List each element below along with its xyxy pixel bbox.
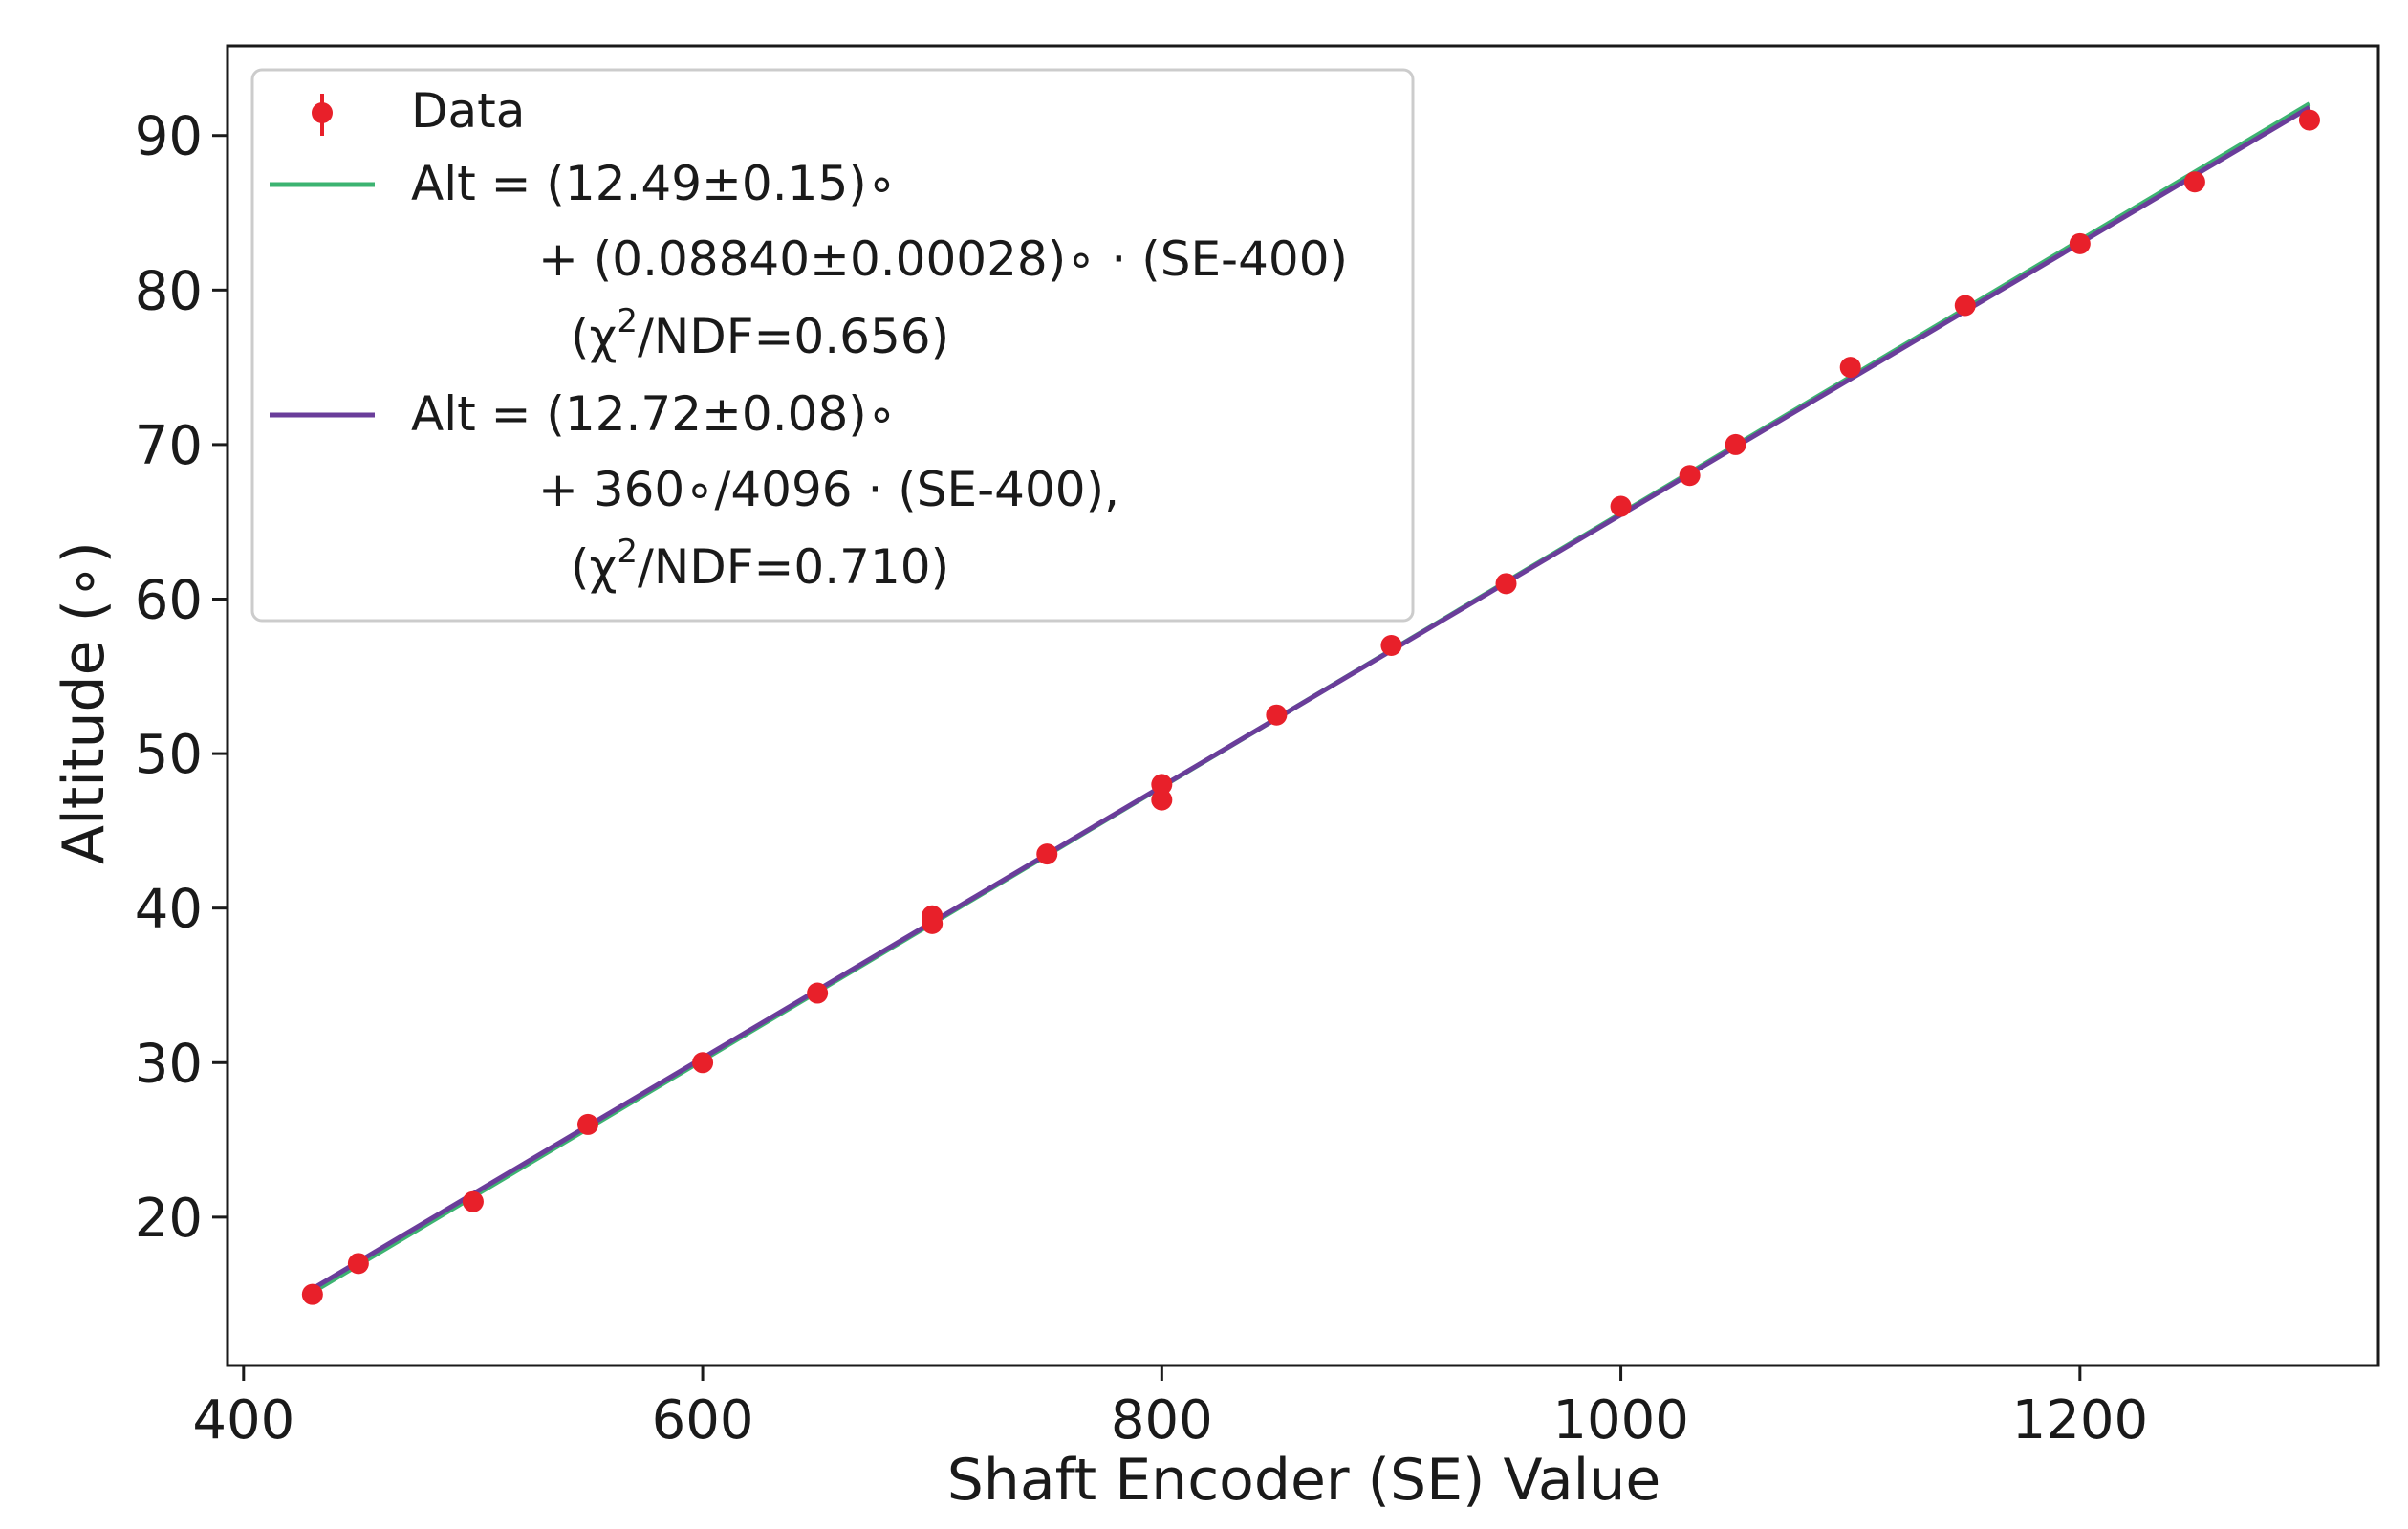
- legend-fit1-line2: + (0.08840±0.00028)∘ · (SE-400): [538, 231, 1348, 287]
- data-point: [1380, 634, 1402, 656]
- y-tick-label: 20: [135, 1188, 203, 1250]
- ndf-value: /NDF=0.656): [638, 309, 949, 364]
- y-tick-label: 60: [135, 570, 203, 632]
- legend: Data Alt = (12.49±0.15)∘ + (0.08840±0.00…: [250, 68, 1415, 623]
- y-tick-label: 80: [135, 260, 203, 322]
- x-tick-label: 600: [652, 1389, 754, 1452]
- x-tick-label: 400: [192, 1389, 294, 1452]
- data-point: [922, 905, 944, 927]
- data-point: [347, 1253, 369, 1275]
- y-tick-label: 50: [135, 724, 203, 786]
- y-tick-label: 40: [135, 879, 203, 941]
- data-point: [692, 1052, 714, 1074]
- data-point: [577, 1113, 599, 1135]
- legend-fit1-line1: Alt = (12.49±0.15)∘: [411, 156, 897, 211]
- legend-entry-fit1: Alt = (12.49±0.15)∘ + (0.08840±0.00028)∘…: [270, 156, 1348, 364]
- data-point: [1495, 573, 1517, 595]
- data-point: [2183, 171, 2205, 193]
- superscript-two: 2: [617, 302, 638, 340]
- legend-fit2-line3: (χ2/NDF=0.710): [571, 533, 949, 595]
- x-tick-label: 800: [1111, 1389, 1213, 1452]
- legend-frame: [250, 68, 1415, 623]
- legend-fit2-line1: Alt = (12.72±0.08)∘: [411, 386, 897, 442]
- data-point: [1954, 295, 1976, 317]
- y-tick-label: 90: [135, 106, 203, 168]
- legend-entry-fit2: Alt = (12.72±0.08)∘ + 360∘/4096 · (SE-40…: [270, 386, 1119, 595]
- data-point: [1151, 774, 1173, 796]
- y-axis-title: Altitude (∘): [51, 541, 118, 864]
- x-tick-label: 1000: [1552, 1389, 1689, 1452]
- legend-fit1-line3: (χ2/NDF=0.656): [571, 302, 949, 364]
- chi-symbol: (χ: [571, 539, 617, 595]
- y-tick-label: 30: [135, 1033, 203, 1095]
- superscript-two: 2: [617, 533, 638, 571]
- legend-data-marker: [312, 102, 333, 123]
- data-point: [1151, 789, 1173, 811]
- data-point: [1266, 704, 1288, 726]
- fit-line-2: [311, 105, 2311, 1292]
- x-axis-ticks: 400 600 800 1000 1200: [192, 1365, 2148, 1452]
- legend-entry-data: Data: [312, 83, 525, 139]
- data-point: [1036, 843, 1058, 865]
- data-point: [1679, 465, 1701, 487]
- chi-symbol: (χ: [571, 309, 617, 364]
- data-point: [2298, 109, 2320, 131]
- legend-fit2-line2: + 360∘/4096 · (SE-400),: [538, 462, 1119, 517]
- data-point: [301, 1283, 323, 1305]
- legend-label-data: Data: [411, 83, 525, 139]
- ndf-value: /NDF=0.710): [638, 539, 949, 595]
- data-point: [462, 1190, 484, 1212]
- data-point: [807, 982, 829, 1004]
- y-tick-label: 70: [135, 415, 203, 477]
- plot-area: [226, 44, 2380, 1367]
- data-point: [1725, 433, 1746, 455]
- data-point: [1839, 357, 1861, 379]
- x-axis-title: Shaft Encoder (SE) Value: [947, 1447, 1661, 1514]
- data-point: [2069, 232, 2091, 254]
- data-point: [1610, 495, 1632, 517]
- x-tick-label: 1200: [2012, 1389, 2149, 1452]
- axes-frame: [226, 44, 2380, 1367]
- y-axis-ticks: 20 30 40 50 60 70 80 90: [135, 106, 228, 1250]
